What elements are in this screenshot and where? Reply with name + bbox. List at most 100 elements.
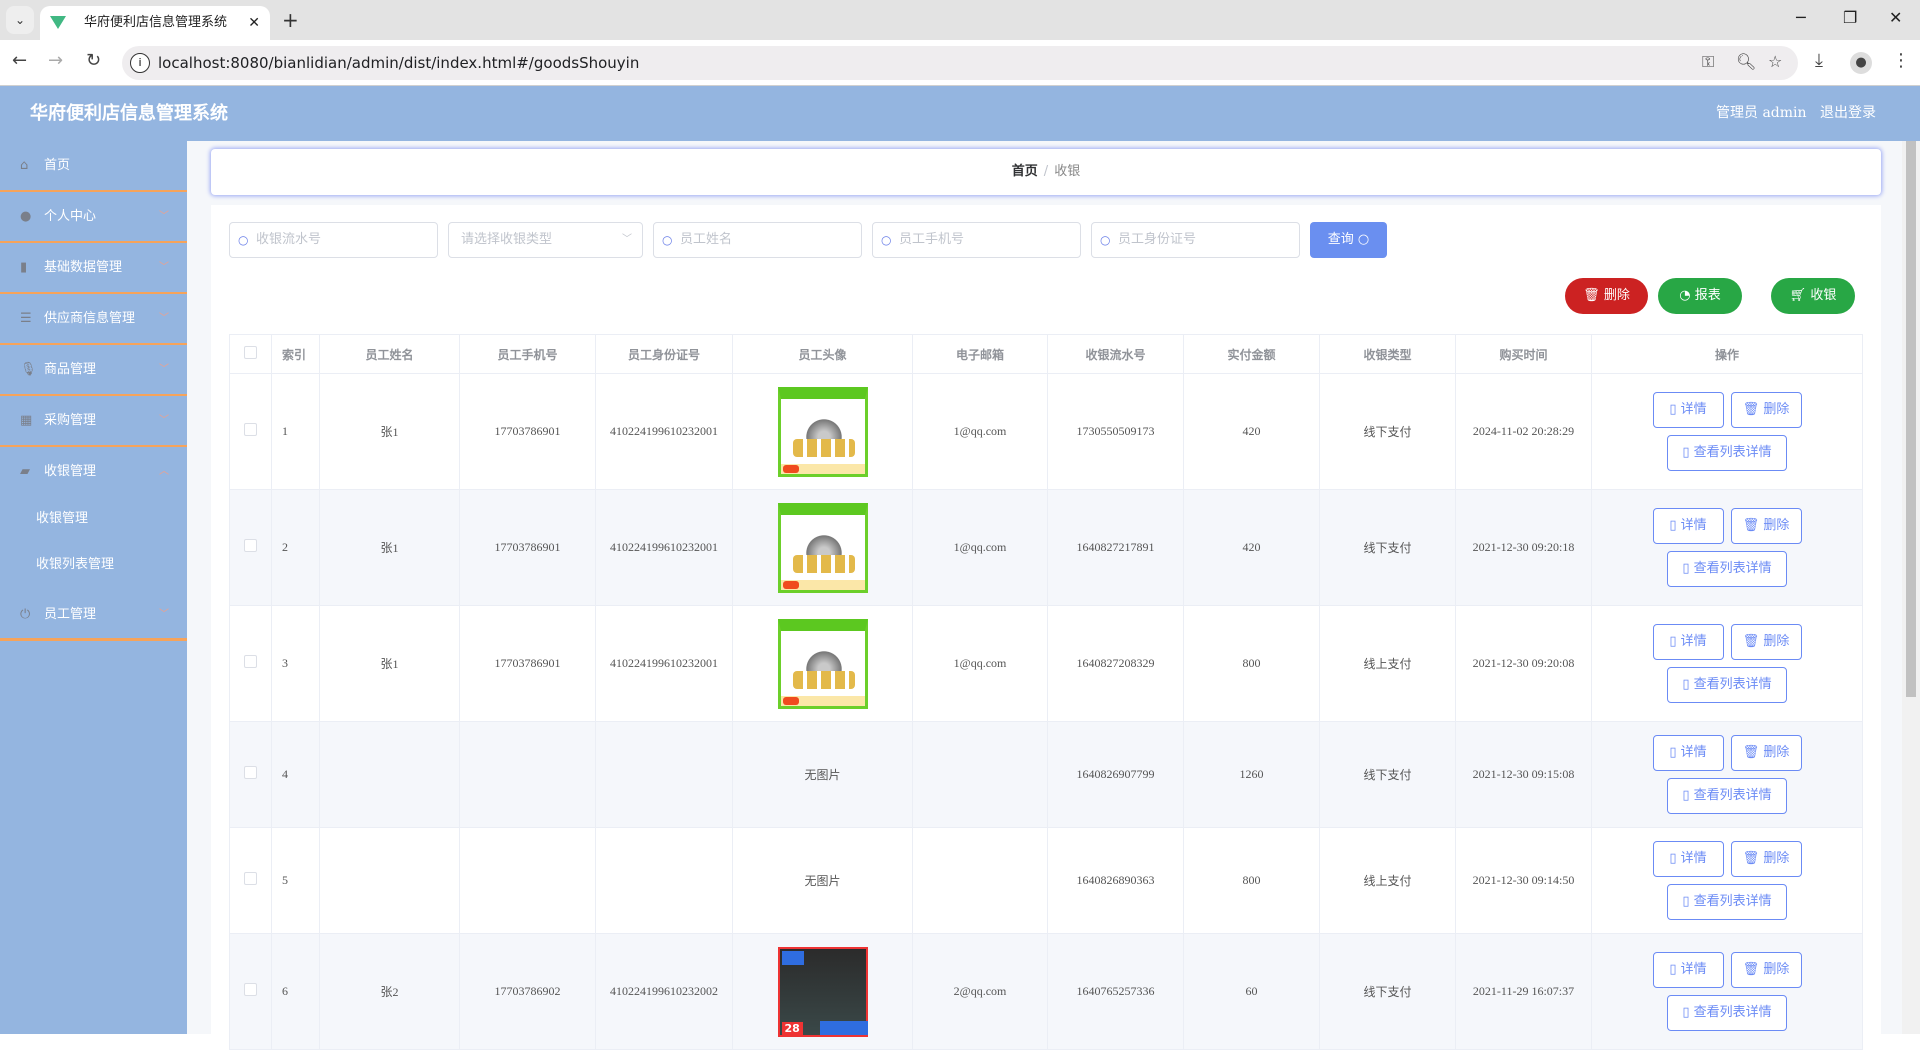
key-icon[interactable]: ⚿ — [1702, 52, 1715, 71]
sidebar-item-label: 个人中心 — [44, 209, 97, 224]
breadcrumb-separator: / — [1043, 164, 1049, 179]
breadcrumb-home[interactable]: 首页 — [1011, 164, 1038, 179]
reload-icon[interactable]: ↻ — [86, 50, 102, 71]
minimize-icon[interactable]: ─ — [1796, 8, 1806, 27]
browser-tab[interactable]: 华府便利店信息管理系统 ✕ — [40, 6, 270, 40]
sidebar-item-goods[interactable]: 🎙︎ 商品管理 ﹀ — [0, 345, 187, 396]
cell-staff-idcard: 410224199610232001 — [595, 605, 733, 722]
sidebar: ⌂ 首页 ● 个人中心 ﹀ ▮ 基础数据管理 ﹀ ☰ 供应商信息管理 ﹀ 🎙︎ 商品管理 ﹀ ▦ 采… — [0, 141, 187, 1034]
download-icon[interactable]: ⤓ — [1815, 50, 1823, 71]
sidebar-item-purchase[interactable]: ▦ 采购管理 ﹀ — [0, 396, 187, 447]
column-header-serial: 收银流水号 — [1047, 334, 1184, 374]
document-icon: ▯ — [1682, 894, 1690, 909]
staff-avatar-image — [777, 618, 868, 709]
sidebar-item-staff[interactable]: ⏻ 员工管理 ﹀ — [0, 590, 187, 641]
detail-label: 详情 — [1680, 851, 1707, 866]
cashier-button[interactable]: 🛒︎ 收银 — [1771, 278, 1855, 314]
bar-chart-icon: ▮ — [20, 260, 28, 275]
back-arrow-icon[interactable]: ← — [12, 50, 28, 71]
view-list-detail-button[interactable]: ▯ 查看列表详情 — [1667, 884, 1787, 920]
tab-list-chevron-icon[interactable]: ⌄ — [6, 6, 34, 34]
cell-serial: 1640827208329 — [1047, 605, 1184, 722]
forward-arrow-icon[interactable]: → — [48, 50, 64, 71]
report-label: 报表 — [1694, 288, 1721, 303]
row-checkbox[interactable] — [244, 655, 257, 668]
detail-button[interactable]: ▯ 详情 — [1652, 952, 1724, 988]
cell-index: 4 — [271, 721, 320, 828]
document-icon: ▯ — [1669, 634, 1677, 649]
view-list-detail-button[interactable]: ▯ 查看列表详情 — [1667, 551, 1787, 587]
delete-button[interactable]: 🗑︎ 删除 — [1730, 508, 1802, 544]
serial-search-input[interactable]: ○ 收银流水号 — [229, 222, 438, 258]
cell-operations: ▯ 详情 🗑︎ 删除 ▯ 查看列表详情 — [1591, 827, 1863, 934]
detail-label: 详情 — [1680, 745, 1707, 760]
view-list-detail-button[interactable]: ▯ 查看列表详情 — [1667, 995, 1787, 1031]
info-icon[interactable]: i — [130, 53, 150, 73]
select-all-checkbox[interactable] — [244, 346, 257, 359]
row-checkbox[interactable] — [244, 423, 257, 436]
query-button[interactable]: 查询 ○ — [1310, 222, 1387, 258]
view-list-detail-button[interactable]: ▯ 查看列表详情 — [1667, 667, 1787, 703]
staff-avatar-image — [777, 502, 868, 593]
cell-staff-phone: 17703786901 — [459, 373, 596, 490]
delete-button[interactable]: 🗑︎ 删除 — [1730, 392, 1802, 428]
delete-button[interactable]: 🗑︎ 删除 — [1730, 952, 1802, 988]
detail-button[interactable]: ▯ 详情 — [1652, 392, 1724, 428]
cell-staff-name — [319, 827, 460, 934]
document-icon: ▯ — [1669, 518, 1677, 533]
url-input[interactable]: i localhost:8080/bianlidian/admin/dist/i… — [122, 46, 1798, 80]
detail-button[interactable]: ▯ 详情 — [1652, 508, 1724, 544]
sidebar-item-supplier[interactable]: ☰ 供应商信息管理 ﹀ — [0, 294, 187, 345]
cell-operations: ▯ 详情 🗑︎ 删除 ▯ 查看列表详情 — [1591, 373, 1863, 490]
delete-button[interactable]: 🗑︎ 删除 — [1730, 624, 1802, 660]
staff-name-input[interactable]: ○ 员工姓名 — [653, 222, 862, 258]
detail-button[interactable]: ▯ 详情 — [1652, 624, 1724, 660]
star-icon[interactable]: ☆ — [1768, 52, 1783, 71]
staff-idcard-input[interactable]: ○ 员工身份证号 — [1091, 222, 1300, 258]
sidebar-item-profile[interactable]: ● 个人中心 ﹀ — [0, 192, 187, 243]
view-list-label: 查看列表详情 — [1693, 677, 1772, 692]
delete-label: 删除 — [1763, 851, 1790, 866]
cell-cashier-type: 线上支付 — [1319, 827, 1456, 934]
page-scrollbar[interactable] — [1902, 141, 1920, 1034]
sidebar-item-basic-data[interactable]: ▮ 基础数据管理 ﹀ — [0, 243, 187, 294]
staff-avatar-image — [777, 386, 868, 477]
report-button[interactable]: ◔ 报表 — [1658, 278, 1742, 314]
delete-button[interactable]: 🗑︎ 删除 — [1730, 841, 1802, 877]
delete-label: 删除 — [1763, 634, 1790, 649]
document-icon: ▯ — [1682, 677, 1690, 692]
sidebar-subitem-cashier-list[interactable]: 收银列表管理 — [36, 557, 115, 572]
close-tab-icon[interactable]: ✕ — [248, 15, 260, 31]
detail-button[interactable]: ▯ 详情 — [1652, 735, 1724, 771]
cell-cashier-type: 线下支付 — [1319, 721, 1456, 828]
row-checkbox-cell — [229, 605, 272, 722]
detail-button[interactable]: ▯ 详情 — [1652, 841, 1724, 877]
view-list-detail-button[interactable]: ▯ 查看列表详情 — [1667, 778, 1787, 814]
new-tab-plus-icon[interactable]: + — [282, 8, 299, 32]
scrollbar-thumb[interactable] — [1906, 141, 1916, 697]
kebab-menu-icon[interactable]: ⋮ — [1892, 50, 1910, 71]
row-checkbox-cell — [229, 721, 272, 828]
logout-link[interactable]: 退出登录 — [1820, 105, 1876, 121]
row-checkbox[interactable] — [244, 766, 257, 779]
row-checkbox[interactable] — [244, 872, 257, 885]
delete-button[interactable]: 🗑︎ 删除 — [1730, 735, 1802, 771]
row-checkbox[interactable] — [244, 983, 257, 996]
search-icon: ○ — [662, 233, 673, 247]
restore-icon[interactable]: ❐ — [1843, 8, 1858, 27]
placeholder: 员工身份证号 — [1118, 232, 1197, 247]
close-window-icon[interactable]: ✕ — [1889, 8, 1903, 27]
chevron-down-icon: ﹀ — [159, 313, 169, 324]
row-checkbox[interactable] — [244, 539, 257, 552]
staff-phone-input[interactable]: ○ 员工手机号 — [872, 222, 1081, 258]
sidebar-item-home[interactable]: ⌂ 首页 — [0, 141, 187, 192]
batch-delete-button[interactable]: 🗑︎ 删除 — [1565, 278, 1648, 314]
profile-avatar-icon[interactable]: ● — [1850, 52, 1872, 74]
cashier-type-select[interactable]: 请选择收银类型 ﹀ — [448, 222, 643, 258]
cell-staff-phone: 17703786901 — [459, 605, 596, 722]
zoom-icon[interactable]: 🔍︎ — [1736, 52, 1757, 71]
cell-index: 3 — [271, 605, 320, 722]
sidebar-subitem-cashier[interactable]: 收银管理 — [36, 511, 89, 526]
user-icon: ● — [20, 209, 32, 224]
view-list-detail-button[interactable]: ▯ 查看列表详情 — [1667, 435, 1787, 471]
